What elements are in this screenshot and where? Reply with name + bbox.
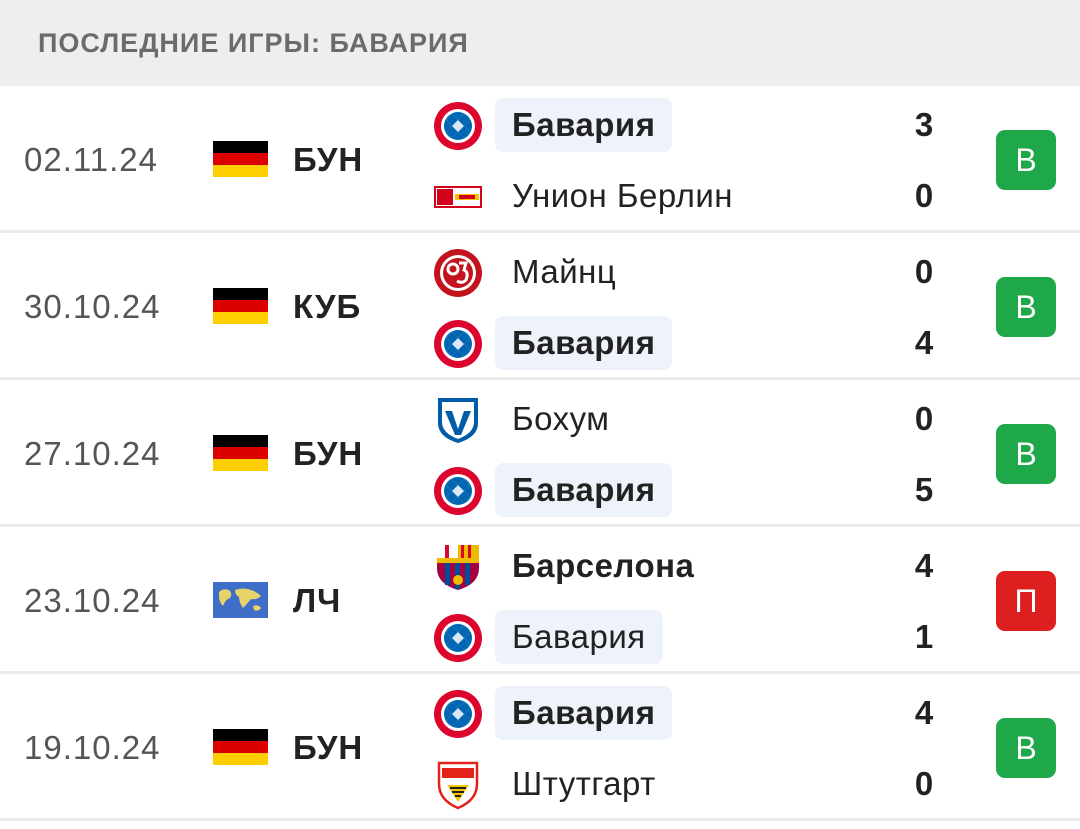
match-date: 02.11.24 xyxy=(24,140,159,178)
home-team[interactable]: Майнц 0 xyxy=(433,245,953,301)
germany-flag-icon xyxy=(213,288,268,324)
team-score: 1 xyxy=(914,618,934,655)
bayern-logo-icon xyxy=(434,690,482,738)
result-badge: В xyxy=(996,718,1056,778)
match-date: 27.10.24 xyxy=(24,434,161,472)
match-row[interactable]: 19.10.24 БУН Бавария 4 Штутгарт 0 В xyxy=(0,674,1080,821)
team-score: 3 xyxy=(914,106,934,143)
home-team[interactable]: Бавария 3 xyxy=(433,98,953,154)
match-row[interactable]: 02.11.24 БУН Бавария 3 Унион Берлин 0 В xyxy=(0,86,1080,233)
result-letter: В xyxy=(1015,435,1037,472)
team-name: Бавария xyxy=(495,98,673,152)
home-team[interactable]: Барселона 4 xyxy=(433,539,953,595)
away-team[interactable]: Штутгарт 0 xyxy=(433,757,953,813)
result-letter: П xyxy=(1014,582,1038,619)
team-name: Майнц xyxy=(512,253,617,290)
result-badge: В xyxy=(996,277,1056,337)
match-row[interactable]: 23.10.24 ЛЧ Барселона 4 Бавария 1 П xyxy=(0,527,1080,674)
result-letter: В xyxy=(1015,288,1037,325)
union-berlin-logo-icon xyxy=(434,186,482,208)
match-date: 30.10.24 xyxy=(24,287,161,325)
competition-label: БУН xyxy=(293,140,364,178)
team-score: 0 xyxy=(914,253,934,290)
away-team[interactable]: Бавария 4 xyxy=(433,316,953,372)
team-score: 4 xyxy=(914,694,934,731)
team-score: 4 xyxy=(914,547,934,584)
stuttgart-logo-icon xyxy=(437,761,479,810)
bayern-logo-icon xyxy=(434,102,482,150)
competition-label: БУН xyxy=(293,434,364,472)
team-name: Бавария xyxy=(495,610,663,664)
world-flag-icon xyxy=(213,582,268,618)
team-name: Бавария xyxy=(495,686,673,740)
germany-flag-icon xyxy=(213,141,268,177)
team-name: Бавария xyxy=(495,316,673,370)
section-title: ПОСЛЕДНИЕ ИГРЫ: БАВАРИЯ xyxy=(38,27,469,58)
away-team[interactable]: Бавария 5 xyxy=(433,463,953,519)
away-team[interactable]: Бавария 1 xyxy=(433,610,953,666)
bayern-logo-icon xyxy=(434,320,482,368)
competition-label: КУБ xyxy=(293,287,362,325)
germany-flag-icon xyxy=(213,435,268,471)
team-score: 4 xyxy=(914,324,934,361)
barcelona-logo-icon xyxy=(437,545,479,590)
team-score: 0 xyxy=(914,177,934,214)
mainz-logo-icon xyxy=(433,248,483,298)
result-letter: В xyxy=(1015,729,1037,766)
bayern-logo-icon xyxy=(434,467,482,515)
home-team[interactable]: Бохум 0 xyxy=(433,392,953,448)
result-badge: П xyxy=(996,571,1056,631)
team-score: 0 xyxy=(914,400,934,437)
team-name: Унион Берлин xyxy=(512,177,734,214)
competition-label: БУН xyxy=(293,728,364,766)
match-row[interactable]: 27.10.24 БУН Бохум 0 Бавария 5 В xyxy=(0,380,1080,527)
team-score: 0 xyxy=(914,765,934,802)
match-date: 19.10.24 xyxy=(24,728,161,766)
competition-label: ЛЧ xyxy=(293,581,342,619)
match-row[interactable]: 30.10.24 КУБ Майнц 0 Бавария 4 В xyxy=(0,233,1080,380)
team-score: 5 xyxy=(914,471,934,508)
match-list: 02.11.24 БУН Бавария 3 Унион Берлин 0 В 30.10.2… xyxy=(0,86,1080,821)
match-date: 23.10.24 xyxy=(24,581,161,619)
bayern-logo-icon xyxy=(434,614,482,662)
home-team[interactable]: Бавария 4 xyxy=(433,686,953,742)
germany-flag-icon xyxy=(213,729,268,765)
result-badge: В xyxy=(996,130,1056,190)
result-badge: В xyxy=(996,424,1056,484)
team-name: Барселона xyxy=(512,547,695,584)
team-name: Бавария xyxy=(495,463,673,517)
result-letter: В xyxy=(1015,141,1037,178)
section-header: ПОСЛЕДНИЕ ИГРЫ: БАВАРИЯ xyxy=(0,0,1080,86)
team-name: Штутгарт xyxy=(512,765,656,802)
bochum-logo-icon xyxy=(438,398,478,443)
away-team[interactable]: Унион Берлин 0 xyxy=(433,169,953,225)
team-name: Бохум xyxy=(512,400,610,437)
